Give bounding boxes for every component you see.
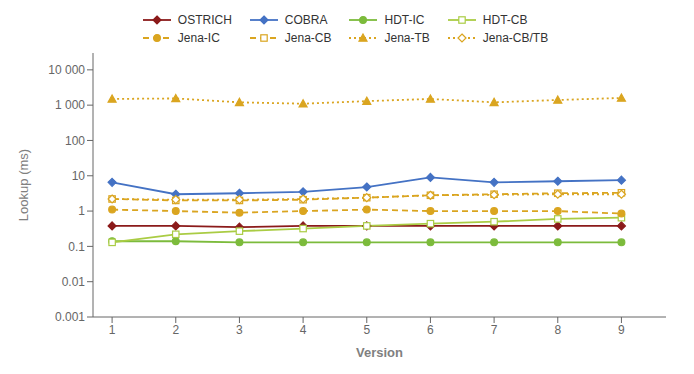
svg-text:6: 6 — [427, 323, 434, 337]
svg-text:1: 1 — [78, 204, 85, 218]
svg-text:2: 2 — [172, 323, 179, 337]
html-text:OSTRICH: OSTRICH — [177, 13, 232, 27]
svg-text:10: 10 — [72, 169, 86, 183]
svg-text:Lookup (ms): Lookup (ms) — [16, 149, 31, 221]
html-text:HDT-CB: HDT-CB — [482, 13, 528, 27]
svg-text:0.1: 0.1 — [68, 240, 85, 254]
html-text:COBRA: COBRA — [284, 13, 328, 27]
svg-text:4: 4 — [300, 323, 307, 337]
svg-text:3: 3 — [236, 323, 243, 337]
svg-text:8: 8 — [554, 323, 561, 337]
svg-text:1: 1 — [109, 323, 116, 337]
svg-text:7: 7 — [491, 323, 498, 337]
html-text:Jena-IC: Jena-IC — [177, 31, 220, 45]
html-text:HDT-IC: HDT-IC — [384, 13, 425, 27]
svg-text:1 000: 1 000 — [55, 98, 85, 112]
svg-text:Version: Version — [356, 345, 403, 360]
svg-text:9: 9 — [618, 323, 625, 337]
svg-text:10 000: 10 000 — [48, 63, 85, 77]
svg-text:0.001: 0.001 — [55, 310, 85, 324]
html-text:Jena-CB: Jena-CB — [284, 31, 332, 45]
html-text:Jena-TB: Jena-TB — [384, 31, 430, 45]
html-text:Jena-CB/TB: Jena-CB/TB — [482, 31, 549, 45]
svg-text:0.01: 0.01 — [62, 275, 86, 289]
svg-text:5: 5 — [363, 323, 370, 337]
svg-text:100: 100 — [65, 134, 85, 148]
